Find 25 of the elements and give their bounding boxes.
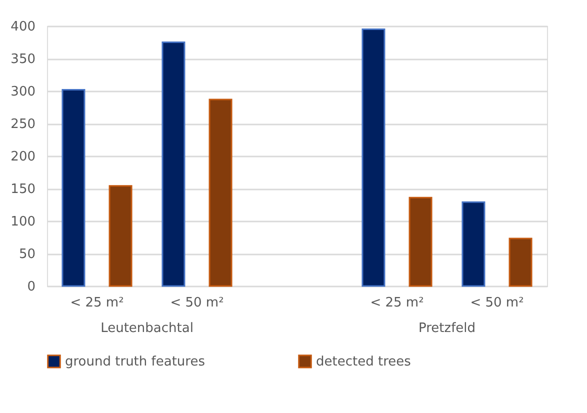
x-tick-label: < 25 m² — [370, 296, 424, 310]
bar — [408, 196, 432, 287]
bar — [462, 201, 486, 287]
bar — [162, 42, 186, 287]
y-tick-label: 100 — [10, 214, 36, 230]
y-tick-label: 350 — [10, 52, 36, 67]
text: Pretzfeld — [418, 321, 476, 336]
y-tick-label: 400 — [10, 20, 36, 34]
bar — [108, 185, 132, 287]
y-tick-label: 300 — [10, 84, 36, 100]
bar — [362, 28, 386, 287]
x-tick-label: < 25 m² — [70, 296, 124, 310]
x-tick-label: < 50 m² — [470, 296, 524, 310]
y-tick-label: 150 — [10, 182, 36, 197]
y-tick-label: 0 — [27, 280, 36, 294]
bar — [508, 238, 532, 287]
bar — [62, 88, 86, 287]
y-tick-label: 200 — [10, 150, 36, 164]
text: Leutenbachtal — [100, 321, 194, 336]
legend-label: ground truth features — [65, 354, 206, 370]
bar — [208, 98, 232, 287]
x-tick-label: < 50 m² — [170, 296, 224, 310]
legend-label: detected trees — [316, 354, 412, 370]
y-tick-label: 50 — [18, 247, 36, 262]
y-tick-label: 250 — [10, 117, 36, 132]
